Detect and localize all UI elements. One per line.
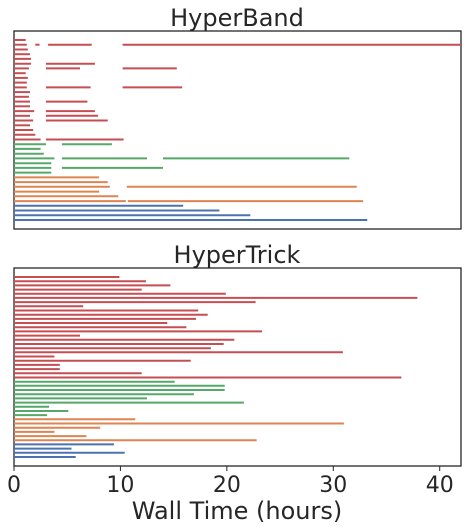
hypertrick-plot-frame: [13, 267, 462, 467]
x-tick-label-40: 40: [426, 473, 454, 498]
hypertrick-bars: [14, 276, 418, 458]
x-tick-label-30: 30: [319, 473, 347, 498]
x-axis-ticks: 0 10 20 30 40: [7, 466, 454, 498]
x-tick-label-20: 20: [213, 473, 241, 498]
hyperband-bars: [14, 39, 461, 221]
hyperband-plot-frame: [13, 30, 462, 230]
hypertrick-panel-title: HyperTrick: [174, 241, 301, 269]
x-axis-label: Wall Time (hours): [132, 497, 342, 525]
x-tick-label-0: 0: [7, 473, 21, 498]
x-tick-label-10: 10: [106, 473, 134, 498]
hyperband-panel-title: HyperBand: [170, 4, 304, 32]
